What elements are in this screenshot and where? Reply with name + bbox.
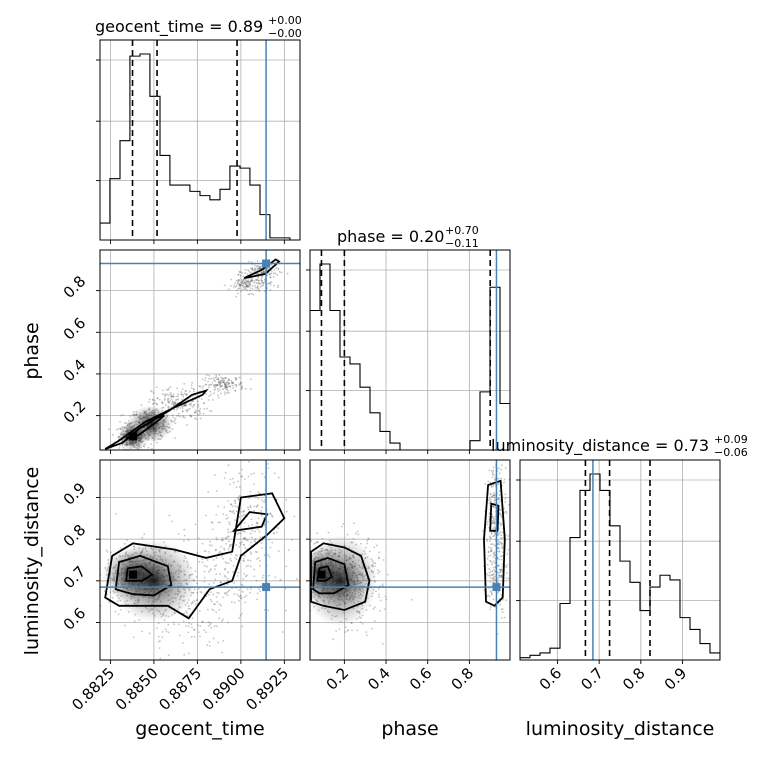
y-tick-label: 0.7 [60,562,90,592]
x-tick-label: 0.2 [323,664,353,694]
hist-panel-luminosity-distance [516,459,721,664]
contour-line [312,556,350,595]
y-tick-label: 0.8 [60,521,90,551]
grid-lines [557,460,683,660]
contours [104,492,286,620]
contour-line [125,565,154,582]
peak-marker [129,570,138,579]
x-tick-label: 0.4 [364,664,394,694]
y-tick-label: 0.4 [60,356,90,386]
histogram-geocent-time [100,53,300,240]
y-tick-label: 0.2 [60,397,90,427]
contour-line [231,511,269,533]
y-tick-label: 0.6 [60,314,90,344]
title-geocent-time-minus: −0.00 [268,27,302,40]
histogram-luminosity-distance [520,473,720,660]
contour-line [114,554,173,597]
x-tick-label: 0.9 [661,664,691,694]
x-tick-label: 0.8875 [155,664,205,714]
title-luminosity-distance-plus: +0.09 [714,433,748,446]
title-geocent-time-plus: +0.00 [268,14,302,27]
ylabel-luminosity-distance: luminosity_distance [21,467,43,656]
scatter-panel-geocent-time-vs-luminosity-distance [96,459,301,664]
histogram-phase [310,263,510,450]
truth-marker [262,583,271,592]
panel-frame [519,459,721,661]
truth-marker [492,583,501,592]
panel-frame [99,459,301,661]
contour-line [310,542,371,611]
scatter-panel-geocent-time-vs-phase [96,249,301,454]
y-tick-label: 0.6 [60,604,90,634]
x-tick-label: 0.8900 [199,664,249,714]
panel-frame [99,39,301,241]
contour-line [104,492,286,620]
title-phase-minus: −0.11 [445,237,479,250]
hist-panel-geocent-time [96,39,301,244]
title-phase-plus: +0.70 [445,224,479,237]
title-geocent-time: geocent_time = 0.89 [95,17,263,37]
x-tick-label: 0.7 [577,664,607,694]
x-tick-label: 0.8925 [242,664,292,714]
contour-line [489,502,500,532]
xlabel-geocent-time: geocent_time [135,718,264,740]
truth-marker [262,259,271,268]
x-tick-label: 0.6 [406,664,436,694]
x-tick-label: 0.8850 [112,664,162,714]
x-tick-label: 0.8 [448,664,478,694]
scatter-panel-phase-vs-luminosity-distance [306,459,511,664]
title-luminosity-distance-minus: −0.06 [714,446,748,459]
xlabel-phase: phase [381,718,438,740]
xlabel-luminosity-distance: luminosity_distance [526,718,715,740]
x-tick-label: 0.6 [536,664,566,694]
y-tick-label: 0.9 [60,479,90,509]
grid-lines [343,250,470,450]
ylabel-phase: phase [21,322,43,379]
title-phase: phase = 0.20 [337,227,444,246]
peak-marker [129,432,138,441]
panel-frame [99,249,301,451]
hist-panel-phase [306,249,511,454]
contour-line [316,565,334,582]
x-tick-label: 0.8 [619,664,649,694]
panel-frame [309,249,511,451]
contour-line [243,258,281,279]
grid-lines [110,40,285,240]
panel-frame [309,459,511,661]
y-tick-label: 0.8 [60,272,90,302]
title-luminosity-distance: luminosity_distance = 0.73 [491,436,709,456]
x-tick-label: 0.8825 [68,664,118,714]
peak-marker [317,570,326,579]
